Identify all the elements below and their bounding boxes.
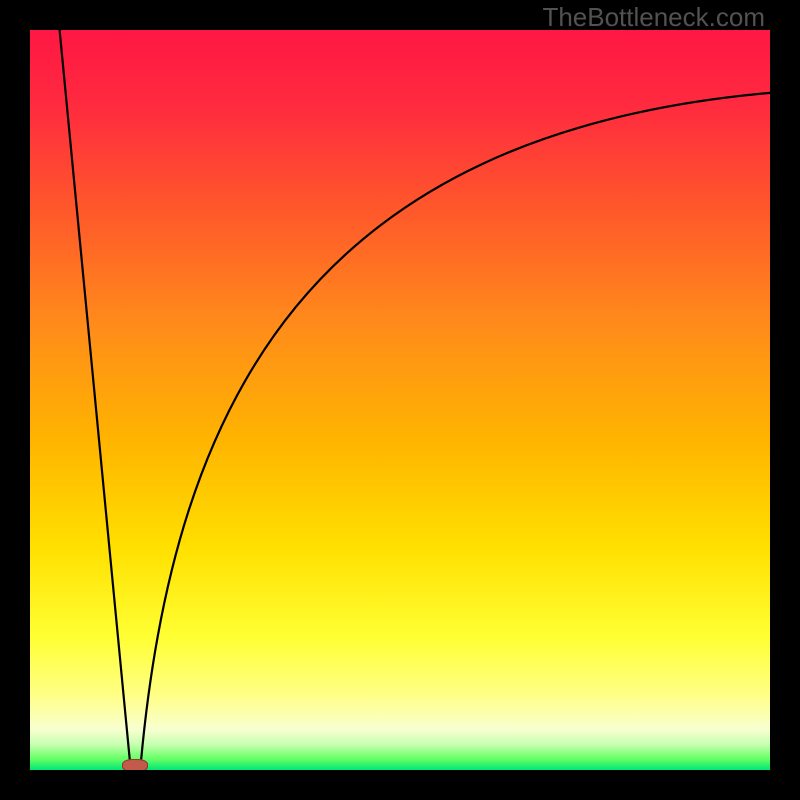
watermark-text: TheBottleneck.com	[542, 2, 765, 33]
plot-area	[30, 30, 770, 770]
left-branch-curve	[60, 30, 130, 761]
chart-container: TheBottleneck.com	[0, 0, 800, 800]
dip-marker	[122, 759, 148, 770]
curves-svg	[30, 30, 770, 770]
right-branch-curve	[141, 93, 770, 761]
